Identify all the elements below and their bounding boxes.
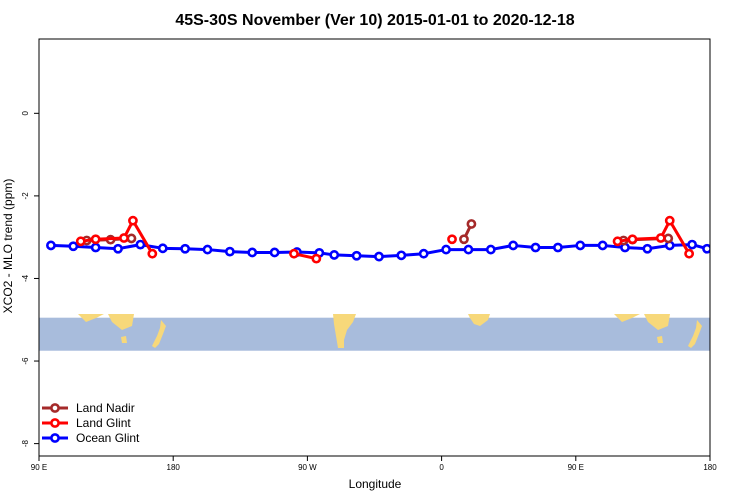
data-point (329, 250, 340, 260)
map-land-australia (78, 314, 134, 330)
map-land-australia-repeat (614, 314, 670, 330)
x-tick-label: 90 E (568, 463, 584, 472)
data-point (655, 233, 666, 243)
data-point (135, 239, 146, 250)
series-land-nadir (81, 219, 674, 246)
data-point (90, 242, 101, 253)
data-point (46, 240, 56, 251)
legend-marker (50, 403, 60, 413)
y-tick-label: 0 (21, 111, 30, 116)
legend-marker (50, 433, 60, 443)
data-point (202, 244, 213, 255)
y-axis-label: XCO2 - MLO trend (ppm) (1, 179, 15, 314)
map-land-south-america (333, 314, 356, 348)
series-ocean-glint (46, 239, 710, 262)
data-point (687, 239, 698, 250)
legend-marker (50, 418, 60, 428)
data-point (530, 242, 541, 253)
data-point (441, 244, 451, 255)
legend-item: Land Glint (42, 416, 131, 430)
map-land-new-zealand (152, 320, 166, 348)
data-point (663, 233, 674, 244)
y-tick-label: -6 (21, 357, 30, 365)
y-tick-label: -8 (21, 440, 30, 448)
data-point (485, 244, 496, 255)
legend-label: Land Glint (76, 416, 131, 430)
series-land-glint (75, 215, 695, 264)
legend-item: Ocean Glint (42, 431, 140, 445)
y-tick-label: -4 (21, 274, 30, 282)
plot-frame (38, 38, 711, 457)
data-point (459, 234, 469, 245)
data-point (180, 243, 191, 254)
map-ocean (39, 317, 710, 351)
data-point (396, 250, 407, 261)
map-land-tasmania-repeat (657, 336, 663, 343)
data-point (447, 234, 457, 245)
data-point (90, 234, 101, 245)
data-point (642, 243, 653, 254)
data-point (418, 248, 429, 259)
data-point (612, 236, 623, 247)
data-point (147, 248, 158, 259)
data-point (119, 233, 129, 243)
data-point (311, 253, 322, 264)
x-axis-label: Longitude (349, 477, 402, 491)
data-point (224, 246, 235, 257)
x-tick-label: 180 (167, 463, 181, 472)
data-point (684, 248, 695, 259)
data-point (508, 240, 519, 251)
y-axis: 0 -2 -4 -6 -8 (21, 111, 39, 448)
data-point (75, 236, 86, 247)
series-layer (46, 215, 710, 264)
legend-label: Ocean Glint (76, 431, 140, 445)
data-point (664, 215, 675, 226)
chart-title: 45S-30S November (Ver 10) 2015-01-01 to … (175, 12, 574, 29)
data-point (126, 233, 137, 244)
data-point (575, 240, 586, 251)
data-point (374, 251, 384, 262)
x-tick-label: 180 (703, 463, 717, 472)
data-point (269, 247, 280, 258)
map-land-africa (468, 314, 490, 326)
map-land-tasmania (121, 336, 127, 343)
data-point (553, 242, 563, 253)
data-point (702, 243, 710, 254)
data-point (597, 240, 608, 251)
x-tick-label: 0 (439, 463, 444, 472)
x-tick-label: 90 W (298, 463, 317, 472)
map-strip (39, 314, 710, 351)
map-land-new-zealand-repeat (688, 320, 702, 348)
data-point (68, 241, 79, 252)
data-point (157, 243, 168, 254)
data-point (466, 219, 477, 229)
data-point (113, 243, 123, 254)
legend-item: Land Nadir (42, 401, 135, 415)
data-point (128, 215, 138, 226)
y-tick-label: -2 (21, 192, 30, 200)
data-point (463, 244, 474, 255)
x-axis: 90 E 180 90 W 0 90 E 180 (31, 456, 717, 472)
data-point (289, 248, 299, 259)
legend-label: Land Nadir (76, 401, 135, 415)
data-point (351, 250, 362, 261)
x-tick-label: 90 E (31, 463, 47, 472)
data-point (247, 247, 258, 258)
data-point (627, 234, 638, 245)
